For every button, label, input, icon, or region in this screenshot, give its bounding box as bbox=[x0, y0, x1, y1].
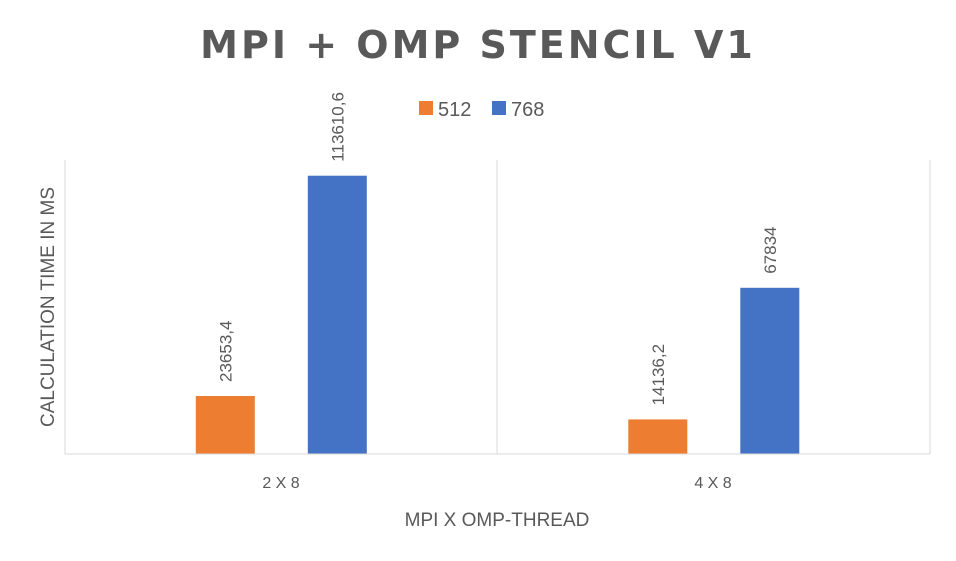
x-axis-title: MPI X OMP-THREAD bbox=[405, 510, 590, 531]
data-label-768-1: 67834 bbox=[761, 227, 780, 274]
chart-title: MPI + OMP STENCIL V1 bbox=[200, 23, 756, 67]
bar-512-1 bbox=[628, 419, 688, 454]
x-tick-label-1: 4 X 8 bbox=[694, 475, 731, 492]
data-label-768-0: 113610,6 bbox=[328, 92, 347, 162]
bar-512-0 bbox=[195, 396, 255, 454]
legend: 512 768 bbox=[419, 99, 544, 121]
legend-swatch-768 bbox=[492, 101, 506, 115]
legend-label-512: 512 bbox=[438, 99, 471, 121]
legend-label-768: 768 bbox=[511, 99, 544, 121]
data-label-512-1: 14136,2 bbox=[649, 344, 668, 405]
data-label-512-0: 23653,4 bbox=[216, 321, 235, 382]
legend-swatch-512 bbox=[419, 101, 433, 115]
bar-768-0 bbox=[307, 175, 367, 454]
y-axis-title: CALCULATION TIME IN MS bbox=[38, 187, 59, 427]
bar-768-1 bbox=[740, 287, 800, 454]
bars: 23653,4 113610,6 14136,2 67834 bbox=[195, 92, 800, 454]
x-tick-label-0: 2 X 8 bbox=[262, 475, 299, 492]
